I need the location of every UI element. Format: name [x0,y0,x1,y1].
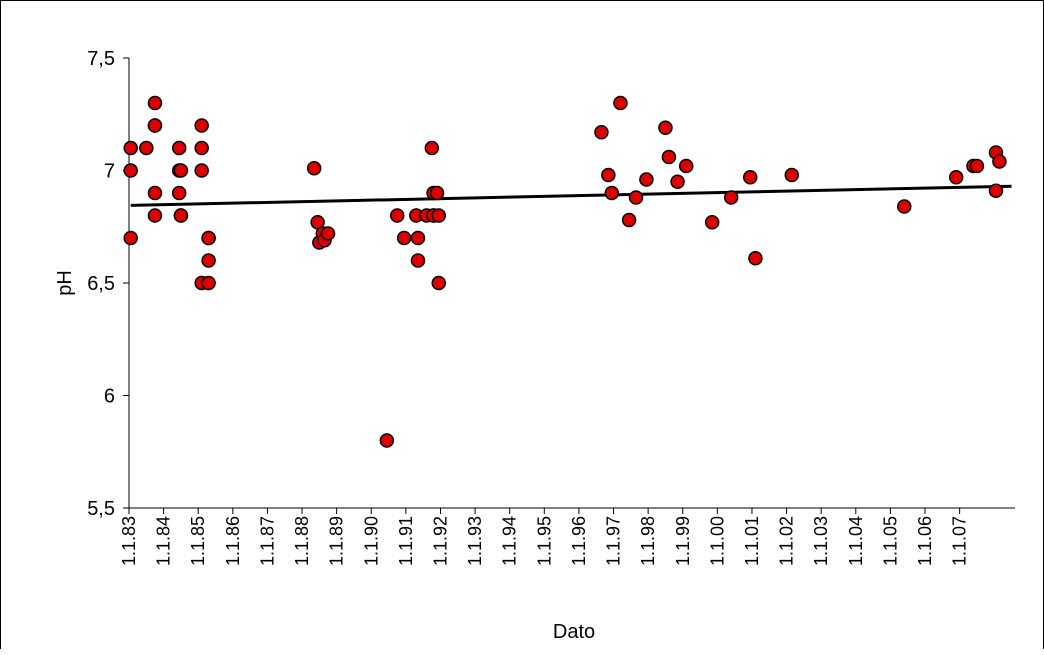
data-point [173,163,189,178]
data-point [410,230,426,246]
data-point [396,230,412,246]
data-point [171,140,187,156]
data-point [147,118,163,133]
data-point [147,185,163,201]
y-tick-label: 6 [104,386,115,408]
x-tick-label: 1.1.96 [569,516,589,566]
data-point [410,253,426,268]
x-tick-label: 1.1.04 [846,516,866,566]
data-point [704,215,720,230]
x-tick-label: 1.1.01 [742,516,762,566]
data-point [613,95,628,111]
data-point [194,118,209,133]
data-point [320,226,336,241]
x-tick-label: 1.1.00 [707,516,727,566]
y-tick-label: 7,5 [87,48,115,70]
x-tick-label: 1.1.83 [119,516,139,566]
data-point [897,199,912,214]
data-point [594,125,609,140]
x-tick-label: 1.1.84 [154,516,174,566]
x-tick-label: 1.1.92 [430,516,450,566]
y-tick-label: 7 [104,161,115,183]
data-point [742,170,758,185]
data-point [601,167,616,183]
y-tick-label: 5,5 [87,498,115,520]
data-point [969,158,985,174]
data-point [139,140,154,156]
data-point [431,208,447,223]
data-point [948,170,964,185]
data-point [123,230,138,246]
data-point [147,208,163,223]
data-point [658,120,673,135]
y-axis-label: pH [54,270,76,296]
data-point [628,190,644,205]
x-tick-label: 1.1.98 [638,516,658,566]
data-point [389,208,405,223]
trendline [130,184,1012,207]
x-tick-label: 1.1.90 [361,516,381,566]
data-point [748,251,763,266]
x-tick-label: 1.1.95 [534,516,554,566]
data-point [431,275,447,291]
x-tick-label: 1.1.91 [396,516,416,566]
x-tick-label: 1.1.93 [465,516,485,566]
x-axis-label: Dato [553,621,595,643]
data-point [678,158,694,174]
x-tick-label: 1.1.85 [188,516,208,566]
x-tick-label: 1.1.88 [292,516,312,566]
x-tick-label: 1.1.02 [777,516,797,566]
plot-area: 5,5 6 6,5 7 7,5 1.1.83 1.1.84 1.1.85 1.1.86 1.1.8… [87,48,1015,566]
data-point [306,161,322,176]
x-tick-label: 1.1.94 [500,516,520,566]
data-point [621,212,637,228]
data-point [424,140,440,156]
data-point [147,95,163,111]
x-tick-label: 1.1.89 [327,516,347,566]
data-point [670,174,685,189]
data-point [429,185,445,201]
data-point [194,140,209,156]
data-point [379,433,395,448]
data-point [201,275,216,291]
data-point [992,154,1007,169]
x-tick-label: 1.1.06 [915,516,935,566]
data-point [604,185,620,201]
data-point [723,190,739,205]
data-point [171,185,187,201]
data-point [661,149,677,165]
x-tick-label: 1.1.05 [880,516,900,566]
data-point [201,230,216,246]
y-tick-label: 6,5 [87,273,115,295]
x-tick-label: 1.1.07 [950,516,970,566]
x-tick-label: 1.1.87 [257,516,277,566]
x-tick-label: 1.1.99 [673,516,693,566]
data-point [194,163,209,178]
x-tick-label: 1.1.86 [223,516,243,566]
data-point [123,140,138,156]
data-point [173,208,189,223]
data-point [639,172,654,187]
x-tick-label: 1.1.97 [604,516,624,566]
data-point [123,163,138,178]
data-point [201,253,216,268]
data-point [784,167,800,183]
data-point [988,183,1004,198]
x-tick-label: 1.1.03 [811,516,831,566]
